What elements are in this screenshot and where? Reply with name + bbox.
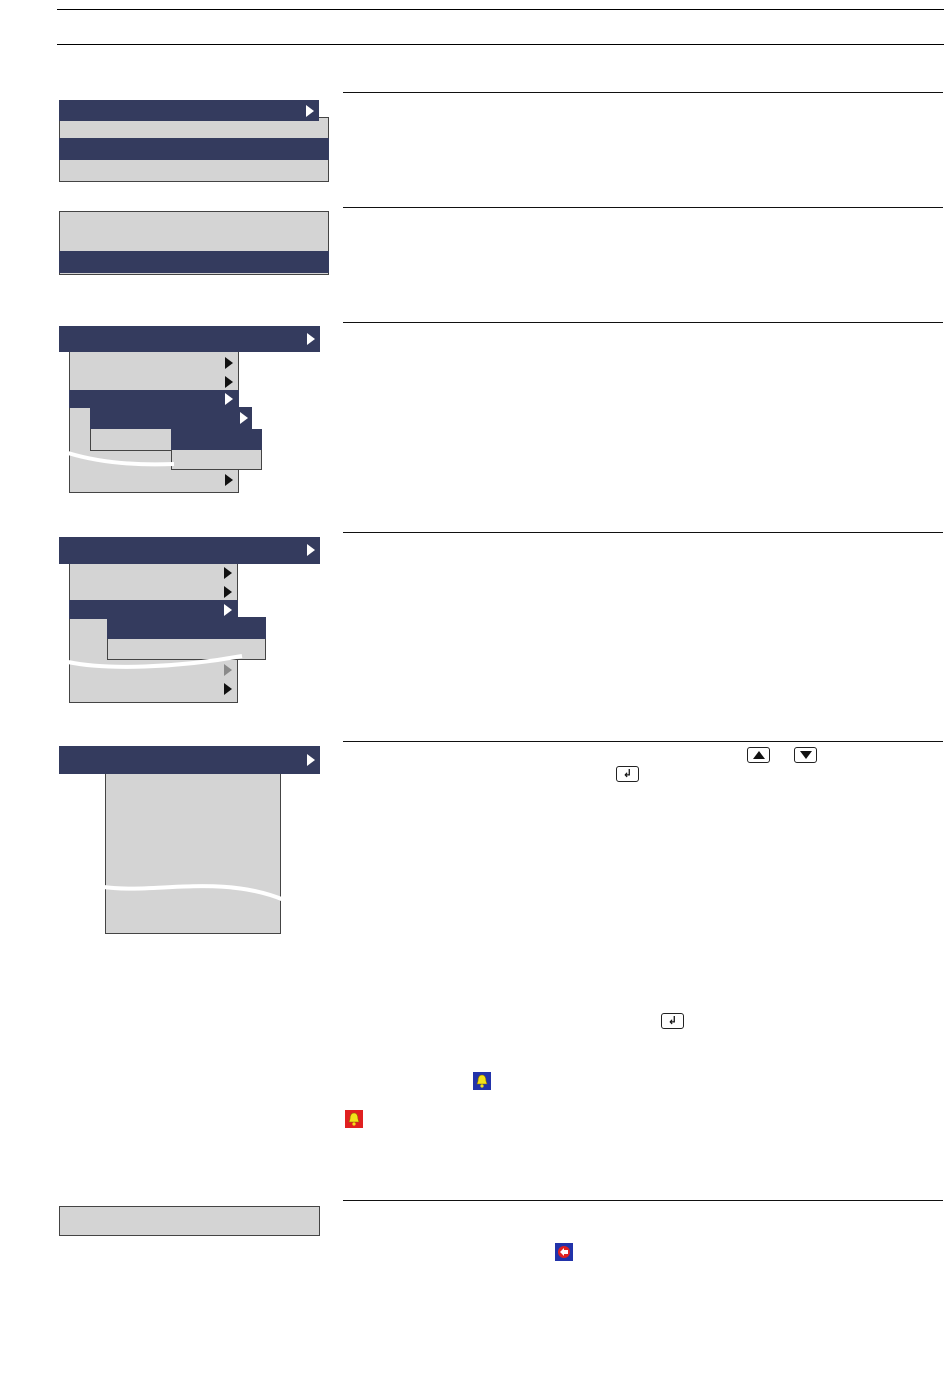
chevron-right-icon	[307, 754, 315, 766]
chevron-right-icon	[240, 412, 248, 424]
chevron-right-icon	[224, 586, 232, 598]
chevron-right-icon	[224, 567, 232, 579]
chevron-right-icon	[225, 474, 233, 486]
enter-key-icon: ↲	[616, 766, 639, 782]
section-rule	[343, 92, 943, 93]
chevron-right-icon	[225, 376, 233, 388]
menu-item-selected[interactable]	[59, 138, 329, 160]
chevron-right-icon	[225, 393, 233, 405]
section-rule	[343, 207, 943, 208]
chevron-right-icon	[307, 333, 315, 345]
menu-item-selected[interactable]	[59, 100, 319, 121]
chevron-right-icon	[225, 357, 233, 369]
submenu-item-selected[interactable]	[90, 407, 252, 429]
submenu-item-selected[interactable]	[107, 617, 266, 639]
section-rule	[343, 322, 943, 323]
header-top-rule	[57, 9, 944, 10]
status-bar-panel	[59, 1206, 320, 1236]
break-wave	[67, 654, 243, 669]
up-arrow-key-icon	[747, 747, 770, 763]
section-rule	[343, 1200, 943, 1201]
break-wave	[67, 451, 175, 467]
submenu-item-selected[interactable]	[171, 429, 262, 450]
chevron-right-icon	[224, 604, 232, 616]
chevron-right-icon	[224, 664, 232, 676]
header-bottom-rule	[57, 44, 944, 45]
menu-item-selected[interactable]	[59, 251, 329, 273]
down-arrow-key-icon	[794, 747, 817, 763]
alarm-bell-red-icon	[345, 1110, 363, 1128]
list-panel	[105, 770, 281, 934]
break-wave	[103, 884, 285, 902]
alarm-bell-blue-icon	[473, 1072, 491, 1090]
submenu-item-selected[interactable]	[69, 600, 238, 619]
submenu-item-selected[interactable]	[69, 390, 239, 408]
chevron-right-icon	[306, 105, 314, 117]
enter-key-icon: ↲	[661, 1013, 684, 1029]
chevron-right-icon	[307, 544, 315, 556]
menu-item-selected[interactable]	[59, 746, 320, 774]
menu-item-selected[interactable]	[59, 326, 320, 352]
section-rule	[343, 532, 943, 533]
menu-item-selected[interactable]	[59, 537, 320, 564]
chevron-right-icon	[224, 683, 232, 695]
section-rule	[343, 741, 943, 742]
acknowledge-icon[interactable]	[555, 1243, 573, 1261]
